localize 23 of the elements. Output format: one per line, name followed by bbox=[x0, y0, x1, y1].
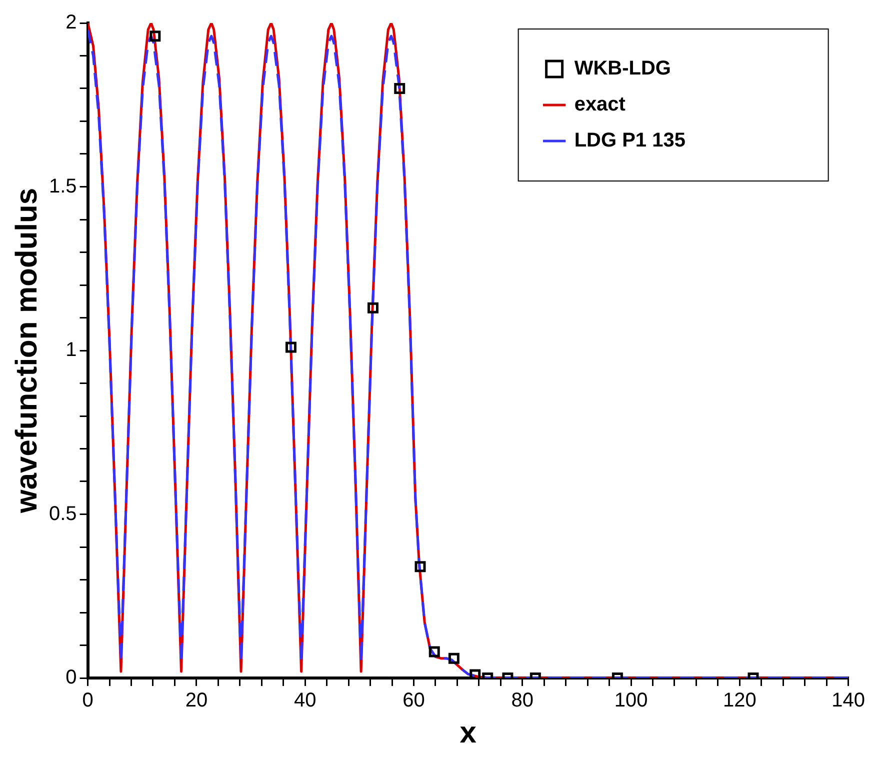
x-tick-label: 20 bbox=[185, 690, 208, 712]
legend-label: WKB-LDG bbox=[574, 58, 671, 80]
y-axis-title: wavefunction modulus bbox=[10, 188, 44, 514]
point bbox=[285, 342, 296, 353]
point bbox=[368, 302, 378, 314]
y-tick-label: 1.5 bbox=[48, 175, 77, 198]
x-tick-label: 80 bbox=[511, 690, 534, 712]
y-tick-label: 0.5 bbox=[48, 502, 77, 525]
point bbox=[470, 669, 481, 678]
point bbox=[150, 30, 161, 42]
x-tick-label: 0 bbox=[82, 690, 94, 712]
legend-label: LDG P1 135 bbox=[574, 130, 686, 152]
legend-label: exact bbox=[574, 94, 626, 116]
x-tick-label: 100 bbox=[614, 690, 648, 712]
x-tick-label: 60 bbox=[402, 690, 425, 712]
x-tick-label: 40 bbox=[294, 690, 316, 712]
y-tick-label: 2 bbox=[66, 12, 77, 34]
y-tick-label: 0 bbox=[66, 666, 77, 689]
point bbox=[394, 83, 406, 94]
x-tick-label: 140 bbox=[832, 690, 866, 712]
x-axis-title: x bbox=[460, 716, 477, 750]
x-tick-label: 120 bbox=[722, 690, 756, 712]
y-tick-label: 1 bbox=[66, 339, 77, 362]
